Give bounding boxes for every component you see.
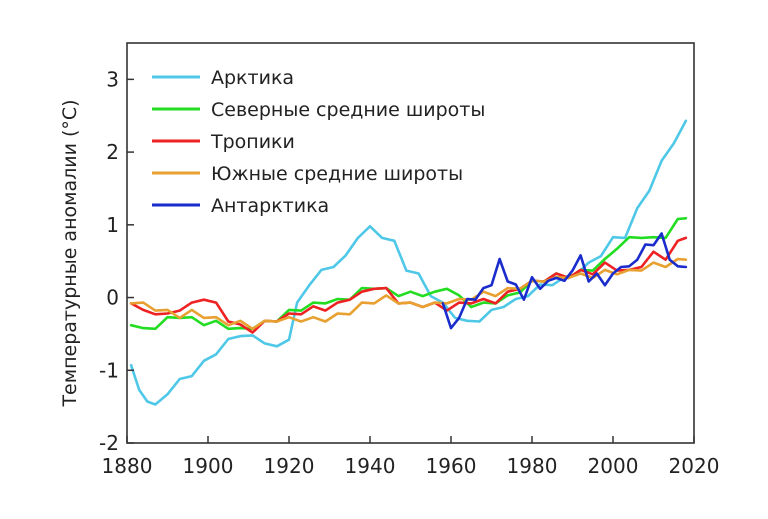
series-line-3	[129, 257, 688, 331]
x-tick-label: 1980	[507, 454, 558, 478]
y-axis: -2 -1 0 1 2 3	[99, 67, 134, 455]
x-tick-label: 1940	[345, 454, 396, 478]
legend-label-4: Антарктика	[211, 195, 329, 217]
x-tick-label: 2000	[588, 454, 639, 478]
x-tick-label: 2020	[669, 454, 720, 478]
y-tick-label: -2	[99, 431, 119, 455]
x-axis: 1880 1900 1920 1940 1960 1980 2000 2020	[102, 436, 720, 478]
legend-label-2: Тропики	[210, 131, 295, 153]
series-line-1	[129, 217, 688, 331]
x-tick-label: 1880	[102, 454, 153, 478]
series-layer	[129, 119, 688, 406]
x-tick-label: 1900	[183, 454, 234, 478]
x-tick-label: 1920	[264, 454, 315, 478]
legend-label-3: Южные средние широты	[211, 163, 463, 185]
y-axis-label: Температурные аномалии (°C)	[59, 99, 81, 407]
y-tick-label: 1	[106, 213, 119, 237]
legend-label-1: Северные средние широты	[211, 99, 485, 121]
y-tick-label: -1	[99, 358, 119, 382]
plot-frame	[126, 42, 695, 444]
y-tick-label: 3	[106, 67, 119, 91]
x-tick-label: 1960	[426, 454, 477, 478]
series-line-4	[441, 232, 688, 330]
series-line-0	[129, 119, 688, 406]
legend-label-0: Арктика	[211, 67, 294, 89]
y-tick-label: 0	[106, 286, 119, 310]
y-tick-label: 2	[106, 140, 119, 164]
legend: Арктика Северные средние широты Тропики Южн…	[152, 67, 485, 217]
